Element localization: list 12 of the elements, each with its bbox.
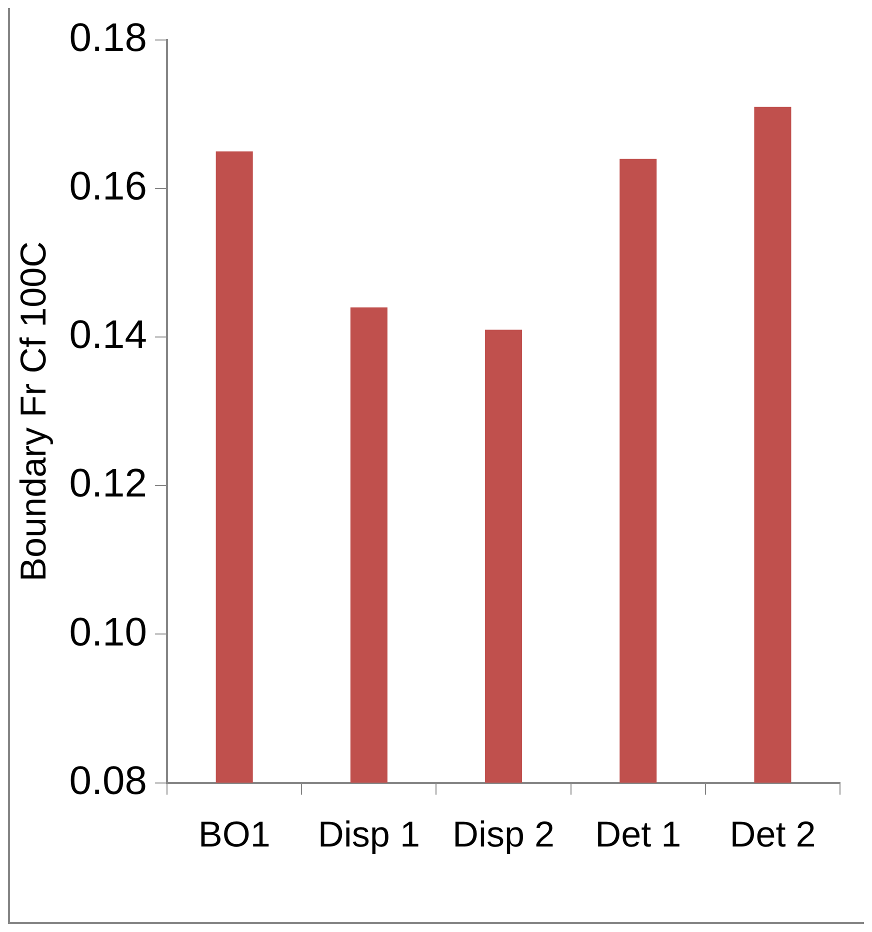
y-tick-label: 0.10 [69,610,148,654]
y-tick-label: 0.18 [69,16,148,60]
y-axis-title: Boundary Fr Cf 100C [12,241,54,582]
x-tick-label: Disp 1 [318,813,420,854]
y-tick-label: 0.16 [69,164,148,209]
x-tick-label: Det 1 [595,813,682,854]
y-tick-label: 0.08 [69,758,148,803]
y-tick-label: 0.12 [69,462,148,506]
y-tick-label: 0.14 [69,313,148,358]
x-tick-label: Disp 2 [452,813,555,854]
x-tick-label: BO1 [198,813,270,854]
x-tick-label: Det 2 [730,813,816,854]
